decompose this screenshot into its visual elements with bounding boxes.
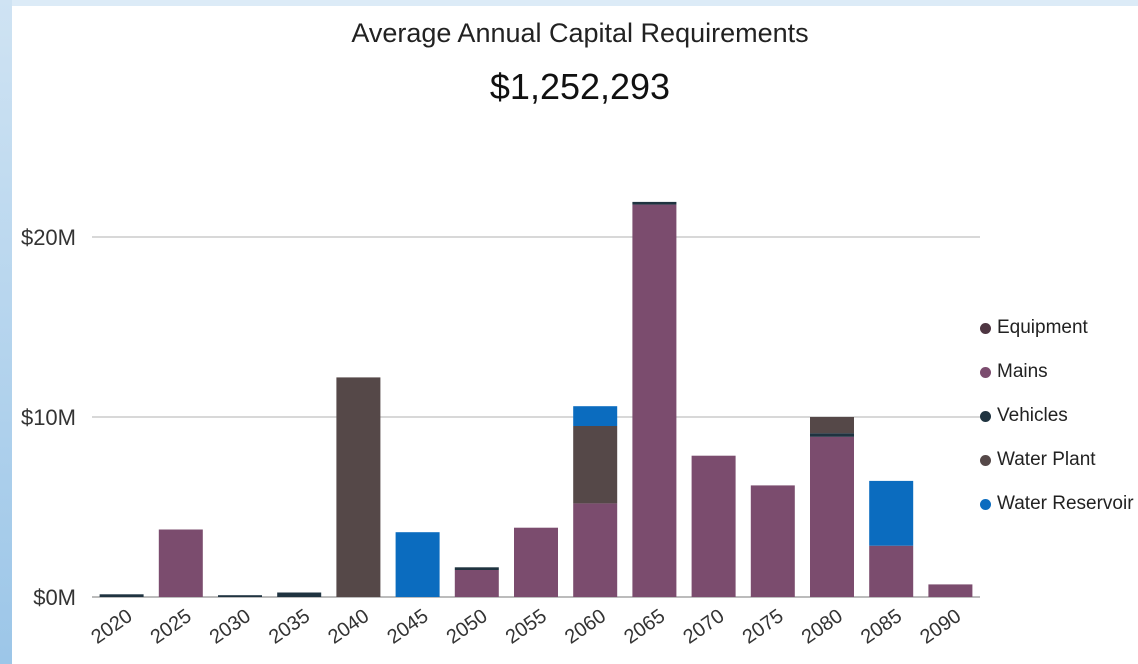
chart-subtitle: $1,252,293	[489, 66, 671, 107]
bar-segment	[750, 485, 795, 597]
bar-segment	[573, 426, 618, 504]
x-tick-label: 2080	[798, 605, 847, 649]
bar-segment	[810, 436, 854, 597]
bar-segment	[277, 592, 322, 597]
x-tick-label: 2055	[502, 605, 551, 649]
bar-segment	[632, 201, 677, 205]
x-tick-label: 2030	[206, 605, 255, 649]
bar-segment	[691, 455, 736, 597]
legend-swatch	[980, 322, 991, 334]
x-tick-label: 2065	[620, 605, 669, 649]
x-tick-label: 2020	[87, 605, 136, 649]
window-top-border	[0, 0, 1138, 6]
bar-segment	[395, 532, 440, 597]
legend-label: Equipment	[997, 317, 1088, 338]
legend-label: Water Plant	[997, 449, 1096, 470]
legend-item: Water Plant	[980, 438, 1134, 482]
window-left-border	[0, 0, 12, 664]
bar-segment	[218, 595, 262, 597]
legend-label: Vehicles	[997, 405, 1068, 426]
x-tick-label: 2090	[916, 605, 965, 649]
bar-segment	[336, 377, 381, 597]
x-tick-label: 2025	[147, 605, 196, 649]
bar-segment	[454, 570, 499, 597]
x-tick-label: 2040	[324, 605, 373, 649]
legend-item: Vehicles	[980, 394, 1134, 438]
y-tick-label: $20M	[21, 225, 76, 250]
x-tick-label: 2075	[739, 605, 788, 649]
y-tick-label: $0M	[33, 585, 76, 610]
legend-swatch	[980, 410, 991, 422]
legend-swatch	[980, 366, 991, 378]
bar-segment	[573, 406, 618, 426]
bar-segment	[632, 204, 677, 597]
bar-segment	[158, 529, 203, 597]
y-tick-label: $10M	[21, 405, 76, 430]
x-tick-label: 2050	[443, 605, 492, 649]
bar-segment	[810, 417, 854, 434]
bar-segment	[869, 545, 914, 597]
legend-item: Mains	[980, 350, 1134, 394]
legend-swatch	[980, 498, 991, 510]
x-tick-label: 2060	[561, 605, 610, 649]
bar-segment	[928, 584, 973, 597]
x-tick-label: 2045	[383, 605, 432, 649]
bar-segment	[99, 594, 144, 597]
legend-swatch	[980, 454, 991, 466]
x-tick-label: 2035	[265, 605, 314, 649]
bar-segment	[573, 503, 618, 597]
bar-segment	[454, 567, 499, 570]
bar-segment	[869, 480, 914, 546]
x-tick-label: 2085	[857, 605, 906, 649]
legend-label: Water Reservoir	[997, 493, 1134, 514]
legend-item: Equipment	[980, 306, 1134, 350]
bar-segment	[810, 433, 854, 437]
legend-item: Water Reservoir	[980, 482, 1134, 526]
x-tick-label: 2070	[679, 605, 728, 649]
bar-segment	[514, 527, 558, 597]
legend-label: Mains	[997, 361, 1048, 382]
chart-title: Average Annual Capital Requirements	[351, 18, 809, 48]
chart-legend: Equipment Mains Vehicles Water Plant Water R…	[980, 306, 1134, 526]
